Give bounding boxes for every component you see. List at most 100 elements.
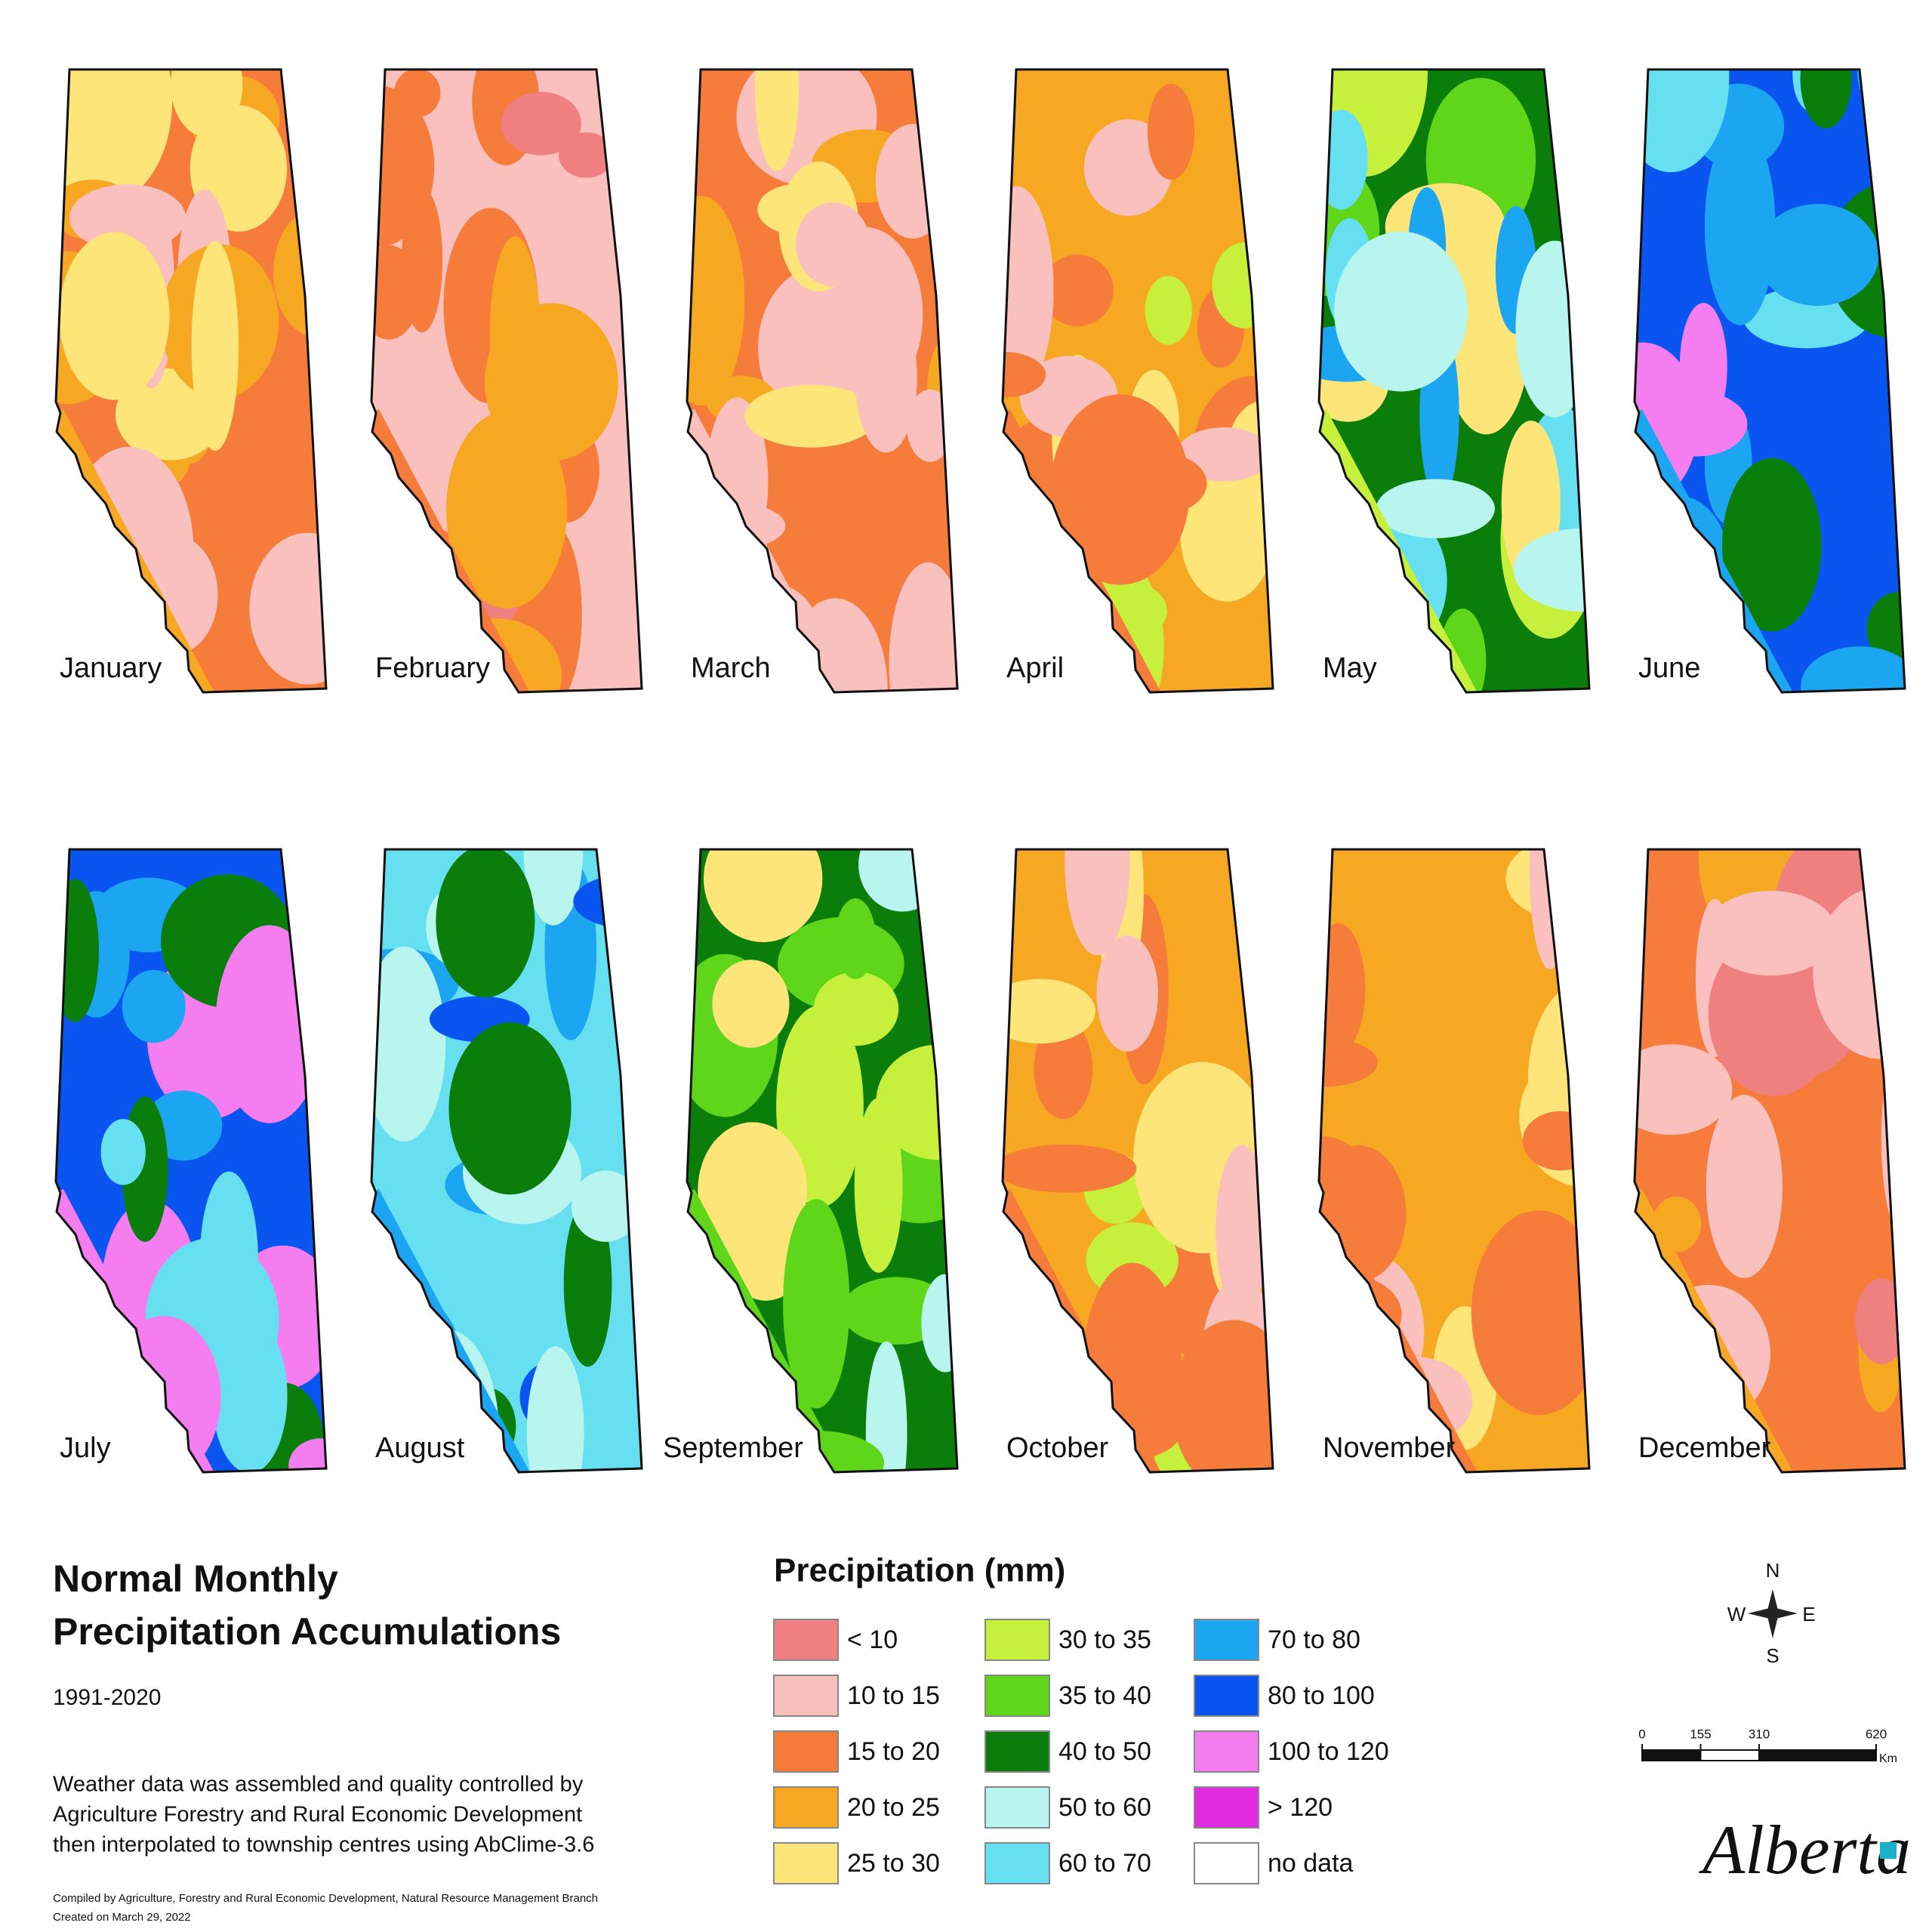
map-region [1866, 592, 1905, 667]
map-region [1505, 849, 1589, 919]
map-region [1319, 923, 1366, 1054]
map-region [446, 411, 568, 609]
month-map [1001, 848, 1274, 1474]
compass-s: S [1766, 1644, 1779, 1667]
map-region [687, 501, 786, 551]
scale-label: 310 [1749, 1727, 1770, 1741]
legend-swatch [984, 1675, 1050, 1717]
legend-label: 10 to 15 [847, 1681, 940, 1710]
legend-label: 25 to 30 [847, 1849, 940, 1878]
map-region [1855, 1278, 1905, 1364]
map-region [858, 849, 946, 912]
map-region [59, 232, 170, 400]
map-region [371, 1014, 428, 1116]
legend-swatch [773, 1619, 839, 1661]
map-region [1635, 1044, 1733, 1135]
map-region [297, 849, 326, 929]
legend-label: 60 to 70 [1058, 1849, 1151, 1878]
map-region [1034, 1018, 1093, 1120]
map-region [921, 1274, 957, 1373]
map-fill [1003, 69, 1273, 692]
map-region [559, 132, 615, 178]
map-region [1003, 186, 1054, 394]
month-map [1317, 848, 1591, 1474]
description: then interpolated to township centres us… [53, 1833, 594, 1857]
map-region [1800, 69, 1852, 128]
map-region [796, 202, 870, 287]
map-fill [1319, 69, 1589, 692]
month-map [1633, 68, 1906, 694]
map-region [1801, 646, 1905, 692]
legend-swatch [1194, 1786, 1259, 1829]
month-map [54, 848, 328, 1474]
map-region [889, 562, 957, 692]
scale-label: 155 [1690, 1727, 1711, 1741]
map-region [783, 1199, 850, 1409]
map-region [501, 91, 581, 156]
description: Weather data was assembled and quality c… [53, 1773, 584, 1797]
map-region [402, 187, 443, 333]
map-region [1471, 1210, 1589, 1416]
map-region [1704, 890, 1837, 976]
compass-e: E [1802, 1603, 1815, 1625]
compass-w: W [1727, 1603, 1746, 1625]
map-region [436, 849, 535, 998]
legend-swatch [1194, 1730, 1259, 1773]
month-label: February [375, 652, 490, 684]
legend-label: 70 to 80 [1268, 1625, 1360, 1654]
map-fill [687, 849, 957, 1472]
map-fill [56, 849, 326, 1472]
map-region [523, 849, 584, 926]
map-outline [1633, 68, 1906, 694]
map-region [855, 303, 917, 453]
month-label: October [1006, 1432, 1109, 1464]
month-map [1001, 68, 1274, 694]
month-map [686, 848, 959, 1474]
map-outline [686, 68, 959, 694]
map-region [1695, 670, 1734, 692]
legend-swatch [773, 1675, 839, 1717]
map-region [744, 384, 878, 448]
map-region [835, 898, 876, 979]
map-region [854, 1098, 903, 1273]
map-region [371, 593, 416, 650]
map-region [1216, 1145, 1268, 1316]
month-map [1317, 68, 1591, 694]
map-region [1145, 276, 1192, 345]
map-region [56, 879, 100, 1022]
scale-segment [1642, 1750, 1701, 1761]
map-region [526, 1346, 584, 1472]
map-region [1096, 935, 1159, 1052]
legend-label: < 10 [847, 1625, 898, 1654]
map-region [393, 69, 441, 118]
month-label: November [1323, 1432, 1456, 1464]
map-region [215, 925, 324, 1123]
map-region [1857, 69, 1905, 120]
map-region [712, 960, 790, 1048]
map-region [56, 1310, 139, 1376]
legend-label: > 120 [1268, 1793, 1333, 1822]
map-region [1065, 849, 1130, 956]
map-region [1529, 849, 1571, 969]
map-region [56, 69, 173, 205]
map-region [191, 241, 239, 451]
scale-label: 0 [1638, 1727, 1645, 1741]
legend-label: 35 to 40 [1058, 1681, 1151, 1710]
map-outline [686, 848, 959, 1474]
scale-label: 620 [1866, 1727, 1887, 1741]
compass-n: N [1766, 1559, 1780, 1582]
logo: Alberta [1698, 1811, 1911, 1888]
month-label: July [60, 1432, 111, 1464]
legend-label: 80 to 100 [1268, 1681, 1375, 1710]
map-region [273, 209, 326, 337]
map-region [1180, 468, 1273, 602]
period: 1991-2020 [53, 1685, 161, 1710]
credits: Compiled by Agriculture, Forestry and Ru… [53, 1892, 598, 1905]
map-region [100, 1119, 146, 1185]
map-region [1722, 458, 1822, 632]
legend-title: Precipitation (mm) [774, 1552, 1065, 1589]
map-region [1172, 1320, 1273, 1472]
map-region [288, 1438, 326, 1472]
map-region [1003, 978, 1095, 1044]
map-region [1319, 109, 1368, 210]
